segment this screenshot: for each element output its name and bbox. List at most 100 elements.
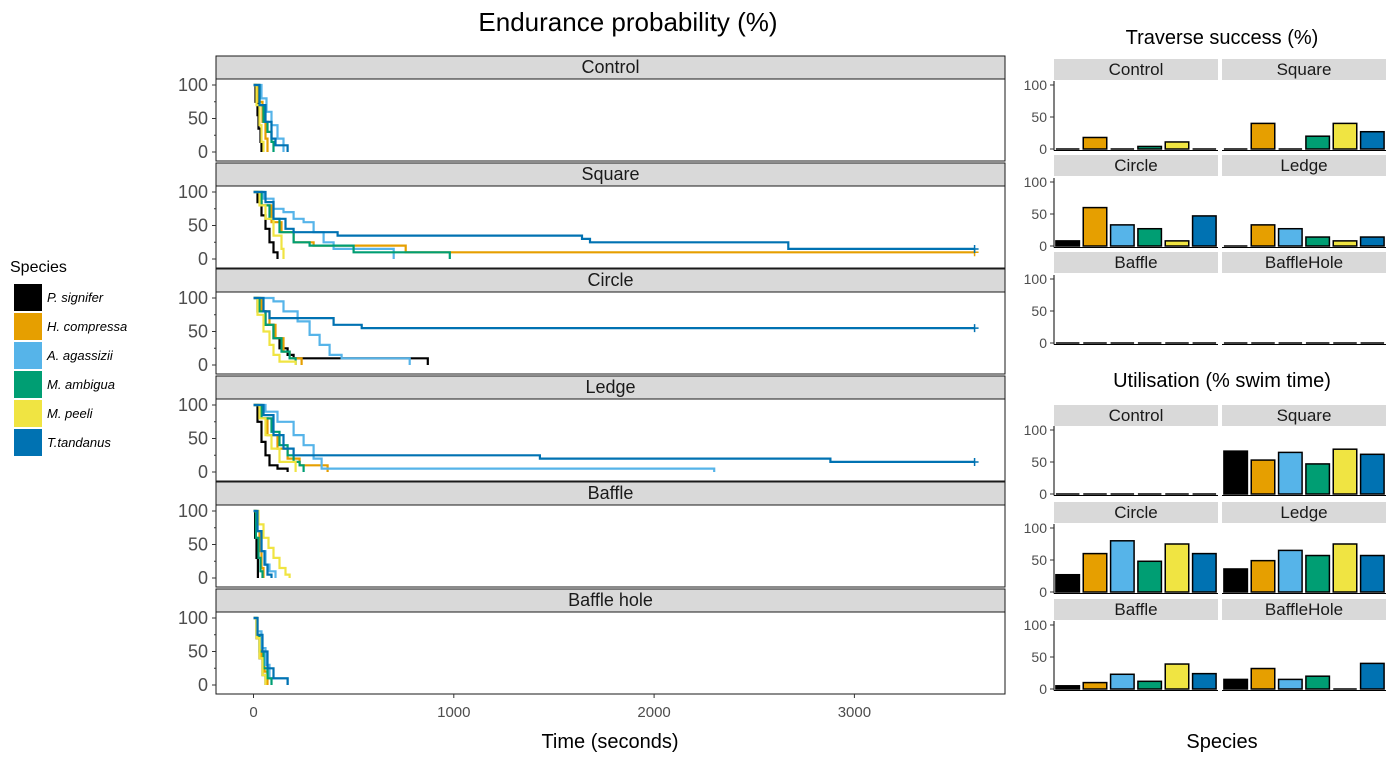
- survival-curve-baffle-hole-t-tandanus: [253, 616, 289, 685]
- bar-utilisation-circle-h-compressa: [1082, 552, 1108, 593]
- y-tick-label-circle-50: 50: [188, 322, 208, 342]
- strip-traverse-baffle: [1054, 252, 1218, 273]
- bar-utilisation-baffle-a-agassizii: [1109, 673, 1135, 690]
- x-tick-label-3000: 3000: [838, 704, 871, 721]
- bar-traverse-ledge-m-peeli: [1332, 240, 1358, 247]
- y-tick-label-control-0: 0: [198, 142, 208, 162]
- censor-mark-ledge-t-tandanus: [970, 457, 979, 466]
- bar-traverse-control-m-ambigua: [1137, 145, 1163, 150]
- bar-utilisation-ledge-a-agassizii: [1277, 549, 1303, 593]
- legend-label-m-peeli: M. peeli: [47, 406, 94, 421]
- strip-label-utilisation-circle: Circle: [1114, 503, 1157, 522]
- bar-traverse-square-h-compressa: [1250, 122, 1276, 150]
- bar-utilisation-bafflehole-a-agassizii: [1277, 678, 1303, 690]
- y-tick-label-traverse-circle-50: 50: [1031, 206, 1047, 222]
- x-tick-label-2000: 2000: [637, 704, 670, 721]
- bar-traverse-control-m-peeli: [1164, 141, 1190, 150]
- strip-label-traverse-ledge: Ledge: [1280, 156, 1327, 175]
- strip-utilisation-square: [1222, 405, 1386, 426]
- bar-utilisation-bafflehole-t-tandanus: [1359, 662, 1385, 690]
- survival-curve-control-m-peeli: [253, 83, 265, 152]
- bar-traverse-circle-t-tandanus: [1191, 215, 1217, 247]
- legend-title: Species: [10, 259, 67, 276]
- survival-curve-square-p-signifer: [253, 190, 279, 259]
- bar-traverse-ledge-m-ambigua: [1305, 236, 1331, 247]
- strip-label-utilisation-ledge: Ledge: [1280, 503, 1327, 522]
- bar-utilisation-baffle-p-signifer: [1055, 685, 1081, 690]
- strip-traverse-square: [1222, 59, 1386, 80]
- strip-label-traverse-baffle: Baffle: [1114, 253, 1157, 272]
- bar-traverse-square-m-peeli: [1332, 122, 1358, 150]
- survival-curve-circle-a-agassizii: [253, 296, 411, 365]
- bar-traverse-square-t-tandanus: [1359, 130, 1385, 150]
- y-tick-label-ledge-50: 50: [188, 429, 208, 449]
- panel-frame-baffle-hole: [215, 611, 1006, 695]
- survival-curve-control-a-agassizii: [253, 83, 285, 152]
- bar-traverse-circle-p-signifer: [1055, 240, 1081, 247]
- y-tick-label-control-50: 50: [188, 109, 208, 129]
- legend-label-a-agassizii: A. agassizii: [46, 348, 114, 363]
- strip-label-utilisation-square: Square: [1277, 406, 1332, 425]
- survival-curve-circle-t-tandanus: [253, 296, 975, 330]
- y-tick-label-utilisation-baffle-100: 100: [1024, 617, 1048, 633]
- y-tick-label-traverse-baffle-0: 0: [1039, 335, 1047, 351]
- bar-utilisation-square-a-agassizii: [1277, 451, 1303, 495]
- panel-frame-ledge: [215, 398, 1006, 482]
- bar-utilisation-square-t-tandanus: [1359, 453, 1385, 495]
- x-axis-title: Time (seconds): [541, 731, 678, 753]
- bar-utilisation-circle-p-signifer: [1055, 573, 1081, 593]
- legend-key-a-agassizii: [14, 342, 42, 369]
- legend-key-m-peeli: [14, 400, 42, 427]
- bar-traverse-control-h-compressa: [1082, 136, 1108, 150]
- y-tick-label-utilisation-control-0: 0: [1039, 486, 1047, 502]
- legend-key-m-ambigua: [14, 371, 42, 398]
- y-tick-label-utilisation-baffle-50: 50: [1031, 649, 1047, 665]
- survival-curve-ledge-t-tandanus: [253, 403, 975, 463]
- survival-curve-baffle-m-ambigua: [253, 509, 264, 578]
- bar-traverse-circle-m-ambigua: [1137, 227, 1163, 247]
- strip-traverse-ledge: [1222, 155, 1386, 176]
- y-tick-label-circle-100: 100: [178, 288, 208, 308]
- bar-utilisation-square-p-signifer: [1223, 450, 1249, 495]
- survival-curve-ledge-p-signifer: [253, 403, 289, 472]
- y-tick-label-ledge-100: 100: [178, 395, 208, 415]
- bar-traverse-square-m-ambigua: [1305, 135, 1331, 150]
- strip-label-baffle-hole: Baffle hole: [568, 590, 653, 610]
- y-tick-label-traverse-control-100: 100: [1024, 77, 1048, 93]
- strip-utilisation-bafflehole: [1222, 599, 1386, 620]
- bar-traverse-ledge-h-compressa: [1250, 224, 1276, 247]
- censor-mark-square-t-tandanus: [970, 244, 979, 253]
- y-tick-label-utilisation-control-100: 100: [1024, 422, 1048, 438]
- panel-frame-circle: [215, 291, 1006, 375]
- y-tick-label-baffle-hole-100: 100: [178, 608, 208, 628]
- bar-utilisation-ledge-p-signifer: [1223, 568, 1249, 593]
- strip-label-square: Square: [581, 164, 639, 184]
- censor-mark-circle-t-tandanus: [970, 324, 979, 333]
- survival-curve-ledge-m-peeli: [253, 403, 297, 472]
- utilisation-chart-title: Utilisation (% swim time): [1113, 370, 1331, 392]
- strip-label-traverse-bafflehole: BaffleHole: [1265, 253, 1343, 272]
- legend-label-h-compressa: H. compressa: [47, 319, 127, 334]
- y-tick-label-utilisation-baffle-0: 0: [1039, 681, 1047, 697]
- traverse-chart-title: Traverse success (%): [1126, 27, 1319, 49]
- strip-utilisation-control: [1054, 405, 1218, 426]
- panel-frame-square: [215, 185, 1006, 269]
- strip-label-circle: Circle: [587, 270, 633, 290]
- y-tick-label-circle-0: 0: [198, 355, 208, 375]
- legend-key-t-tandanus: [14, 429, 42, 456]
- bar-utilisation-ledge-m-peeli: [1332, 543, 1358, 593]
- legend-label-t-tandanus: T.tandanus: [47, 435, 111, 450]
- strip-label-traverse-square: Square: [1277, 60, 1332, 79]
- strip-label-baffle: Baffle: [588, 483, 634, 503]
- y-tick-label-baffle-hole-50: 50: [188, 642, 208, 662]
- strip-label-traverse-circle: Circle: [1114, 156, 1157, 175]
- bar-utilisation-baffle-m-ambigua: [1137, 680, 1163, 690]
- bar-utilisation-square-m-ambigua: [1305, 463, 1331, 495]
- legend-key-h-compressa: [14, 313, 42, 340]
- bar-traverse-ledge-t-tandanus: [1359, 236, 1385, 247]
- y-tick-label-utilisation-circle-0: 0: [1039, 584, 1047, 600]
- y-tick-label-traverse-control-0: 0: [1039, 141, 1047, 157]
- y-tick-label-traverse-baffle-100: 100: [1024, 271, 1048, 287]
